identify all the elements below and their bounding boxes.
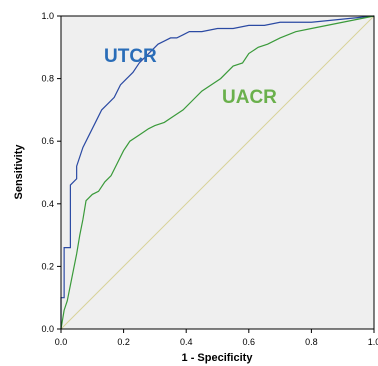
reference-diagonal-line: [60, 15, 375, 330]
x-tick-label: 0.6: [243, 337, 256, 347]
x-axis-title: 1 - Specificity: [182, 352, 254, 364]
y-tick-label: 1.0: [41, 11, 54, 21]
y-axis-title: Sensitivity: [13, 144, 25, 200]
x-tick-label: 0.0: [55, 337, 68, 347]
x-axis-ticks: 0.0 0.2 0.4 0.6 0.8 1.0: [55, 329, 378, 347]
y-tick-label: 0.4: [41, 199, 54, 209]
series-line-uacr: [60, 15, 375, 330]
x-tick-label: 1.0: [368, 337, 378, 347]
series-line-utcr: [60, 15, 375, 329]
y-tick-label: 0.6: [41, 136, 54, 146]
x-tick-label: 0.2: [117, 337, 130, 347]
plot-frame: [60, 15, 375, 330]
y-tick-label: 0.8: [41, 74, 54, 84]
x-tick-label: 0.4: [180, 337, 193, 347]
y-axis-ticks: 0.0 0.2 0.4 0.6 0.8 1.0: [41, 11, 61, 334]
reference-line-layer: [60, 15, 375, 330]
series-label-uacr: UACR: [222, 87, 277, 108]
y-tick-label: 0.2: [41, 261, 54, 271]
y-tick-label: 0.0: [41, 324, 54, 334]
series-layer: [60, 15, 375, 330]
x-tick-label: 0.8: [305, 337, 318, 347]
series-label-utcr: UTCR: [104, 46, 157, 67]
